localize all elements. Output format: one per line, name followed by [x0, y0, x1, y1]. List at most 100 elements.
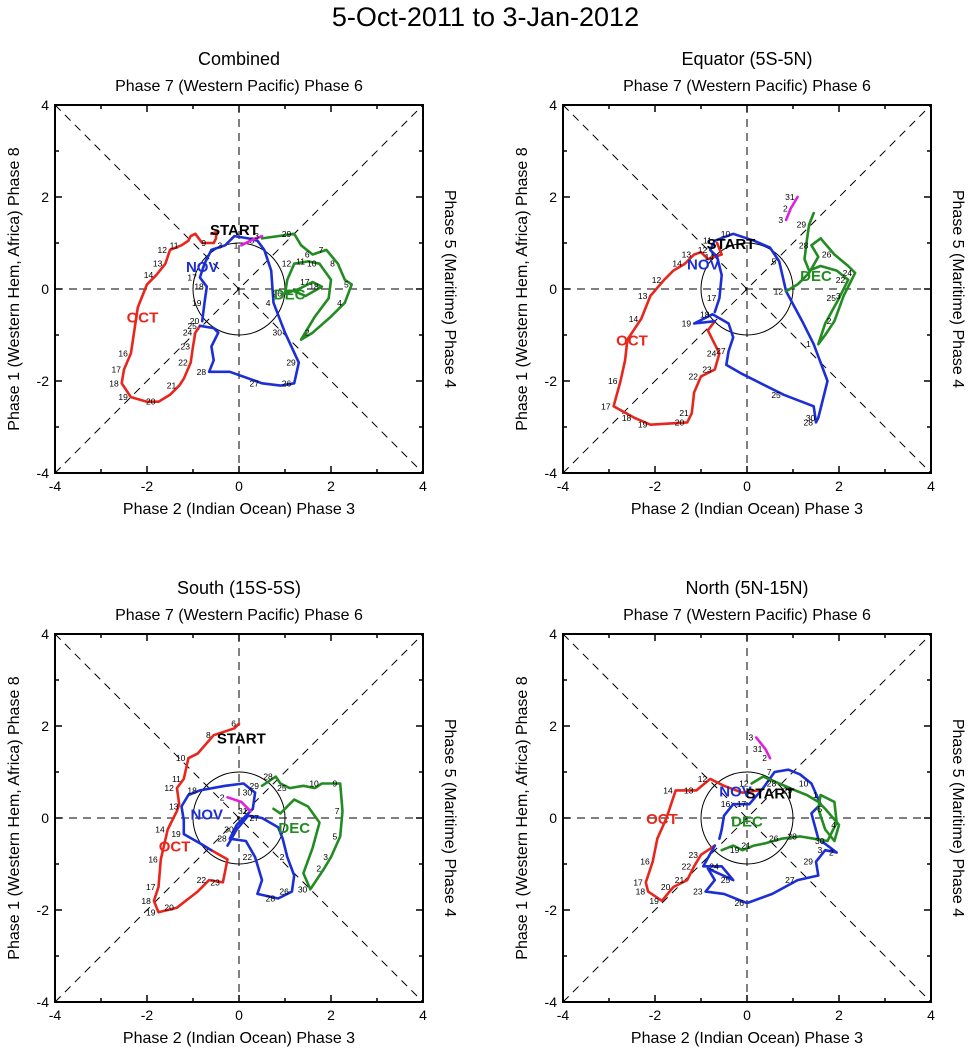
y-tick-label: -4 [545, 465, 558, 481]
x-tick-label: 4 [927, 1007, 935, 1023]
day-label: 29 [797, 220, 807, 230]
day-label: 18 [109, 378, 119, 388]
trajectory-dec [784, 211, 857, 346]
trajectory-dec [720, 775, 841, 852]
trajectory-oct [120, 230, 220, 404]
day-label: 17 [146, 882, 156, 892]
day-label: 28 [787, 831, 797, 841]
divider-antidiagonal [562, 633, 932, 1003]
phase-panel-1: Combined Phase 7 (Western Pacific) Phase … [6, 49, 458, 518]
y-tick-label: 2 [41, 718, 49, 734]
day-label: 24 [709, 861, 719, 871]
day-label: 25 [827, 293, 837, 303]
day-label: 5 [771, 256, 776, 266]
day-label: 19 [146, 907, 156, 917]
trajectory-jan [226, 795, 252, 813]
day-label: 2 [316, 864, 321, 874]
day-label: 28 [804, 417, 814, 427]
day-label: 29 [282, 229, 292, 239]
panel-title: Combined [198, 49, 280, 69]
month-label-oct: OCT [646, 811, 678, 828]
trajectory-jan [784, 195, 799, 222]
unit-circle [700, 771, 794, 865]
day-label: 18 [141, 896, 151, 906]
y-axis-label: Phase 1 (Western Hem, Africa) Phase 8 [514, 676, 531, 959]
day-label: 23 [210, 877, 220, 887]
day-label: 28 [266, 894, 276, 904]
x-tick-label: 2 [327, 478, 335, 494]
day-label: 3 [748, 733, 753, 743]
day-label: 7 [335, 806, 340, 816]
day-label: 10 [309, 779, 319, 789]
day-label: 19 [649, 896, 659, 906]
day-label: 4 [337, 298, 342, 308]
day-label: 16 [721, 799, 731, 809]
day-label: 30 [806, 413, 816, 423]
x-tick-label: 4 [419, 1007, 427, 1023]
x-tick-label: 0 [743, 1007, 751, 1023]
right-phase-label: Phase 5 (Maritime) Phase 4 [949, 719, 966, 917]
x-tick-label: -4 [557, 1007, 570, 1023]
day-label: 29 [804, 857, 814, 867]
day-label: 13 [638, 291, 648, 301]
day-label: 28 [217, 834, 227, 844]
day-label: 16 [148, 854, 158, 864]
day-label: 18 [194, 282, 204, 292]
day-label: 14 [705, 252, 715, 262]
y-tick-label: 4 [549, 626, 557, 642]
right-phase-label: Phase 5 (Maritime) Phase 4 [441, 719, 458, 917]
day-label: 30 [224, 825, 234, 835]
day-label: 29 [286, 358, 296, 368]
day-label: 2 [783, 204, 788, 214]
day-label: 13 [169, 802, 179, 812]
day-label: 19 [171, 829, 181, 839]
day-label: 6 [231, 719, 236, 729]
y-tick-label: 2 [549, 718, 557, 734]
day-label: 28 [197, 367, 207, 377]
x-tick-label: 2 [327, 1007, 335, 1023]
x-axis-label: Phase 2 (Indian Ocean) Phase 3 [631, 501, 863, 518]
y-tick-label: -2 [545, 902, 558, 918]
y-axis-label: Phase 1 (Western Hem, Africa) Phase 8 [6, 676, 23, 959]
day-label: 27 [716, 346, 726, 356]
y-tick-label: -2 [37, 902, 50, 918]
trajectory-oct [644, 777, 760, 903]
day-label: 10 [721, 229, 731, 239]
month-label-oct: OCT [616, 333, 648, 350]
day-label: 26 [282, 378, 292, 388]
day-label: 14 [155, 825, 165, 835]
month-label-dec: DEC [731, 813, 763, 830]
day-label: 17 [187, 273, 197, 283]
x-tick-label: 0 [235, 1007, 243, 1023]
day-label: 2 [280, 852, 285, 862]
day-label: 4 [266, 298, 271, 308]
day-label: 12 [739, 779, 749, 789]
day-label: 5 [344, 279, 349, 289]
day-label: 5 [332, 831, 337, 841]
y-tick-label: -2 [37, 373, 50, 389]
day-label: 17 [300, 277, 310, 287]
day-label: 26 [273, 289, 283, 299]
day-label: 21 [167, 381, 177, 391]
trajectory-nov [692, 232, 829, 424]
day-label: 12 [698, 774, 708, 784]
panel-title: South (15S-5S) [177, 578, 301, 598]
y-tick-label: 2 [549, 189, 557, 205]
day-label: 14 [144, 270, 154, 280]
divider-diagonal [54, 633, 424, 1003]
y-axis-label: Phase 1 (Western Hem, Africa) Phase 8 [514, 147, 531, 430]
right-phase-label: Phase 5 (Maritime) Phase 4 [949, 190, 966, 388]
day-label: 12 [652, 275, 662, 285]
day-label: 16 [640, 857, 650, 867]
y-tick-label: 0 [41, 281, 49, 297]
day-label: 16 [118, 348, 128, 358]
trajectory-jan [754, 736, 772, 760]
month-label-nov: NOV [191, 806, 224, 823]
day-label: 14 [663, 785, 673, 795]
day-label: 12 [164, 783, 174, 793]
x-tick-label: 4 [927, 478, 935, 494]
trajectory-nov [180, 782, 296, 900]
day-label: 31 [753, 744, 763, 754]
panel-title: North (5N-15N) [685, 578, 808, 598]
day-label: 1 [813, 790, 818, 800]
